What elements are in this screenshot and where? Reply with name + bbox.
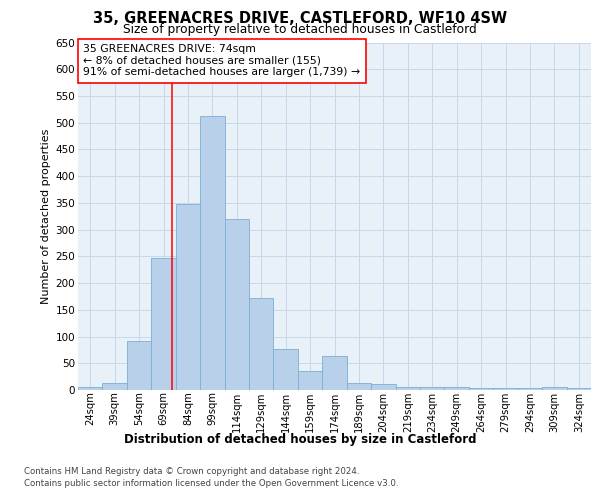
Bar xyxy=(566,388,591,390)
Bar xyxy=(127,341,151,390)
Bar xyxy=(493,388,518,390)
Bar xyxy=(249,298,274,390)
Bar xyxy=(151,258,176,390)
Bar xyxy=(224,219,249,390)
Text: 35 GREENACRES DRIVE: 74sqm
← 8% of detached houses are smaller (155)
91% of semi: 35 GREENACRES DRIVE: 74sqm ← 8% of detac… xyxy=(83,44,360,78)
Bar xyxy=(298,372,322,390)
Bar xyxy=(542,388,566,390)
Text: 35, GREENACRES DRIVE, CASTLEFORD, WF10 4SW: 35, GREENACRES DRIVE, CASTLEFORD, WF10 4… xyxy=(93,11,507,26)
Bar xyxy=(200,116,224,390)
Bar xyxy=(469,388,493,390)
Text: Distribution of detached houses by size in Castleford: Distribution of detached houses by size … xyxy=(124,432,476,446)
Bar xyxy=(322,356,347,390)
Bar xyxy=(78,388,103,390)
Text: Contains HM Land Registry data © Crown copyright and database right 2024.: Contains HM Land Registry data © Crown c… xyxy=(24,468,359,476)
Bar xyxy=(395,388,420,390)
Bar xyxy=(445,388,469,390)
Bar xyxy=(420,388,445,390)
Y-axis label: Number of detached properties: Number of detached properties xyxy=(41,128,52,304)
Bar xyxy=(518,388,542,390)
Bar xyxy=(176,204,200,390)
Bar xyxy=(103,383,127,390)
Bar xyxy=(347,382,371,390)
Text: Size of property relative to detached houses in Castleford: Size of property relative to detached ho… xyxy=(123,22,477,36)
Bar xyxy=(371,384,395,390)
Text: Contains public sector information licensed under the Open Government Licence v3: Contains public sector information licen… xyxy=(24,479,398,488)
Bar xyxy=(274,350,298,390)
